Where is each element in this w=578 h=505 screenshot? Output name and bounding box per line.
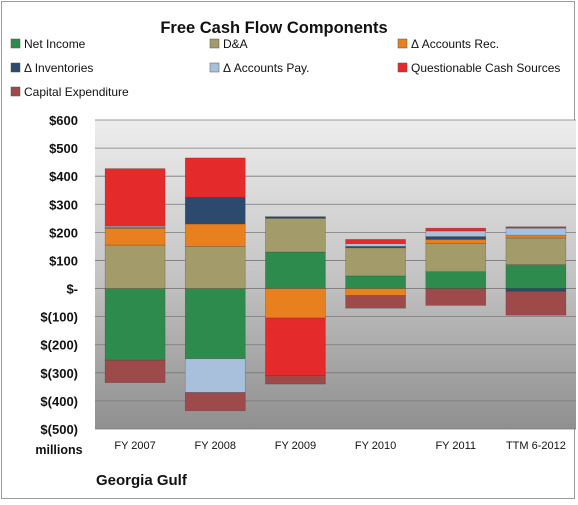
bar-segment-capital-expenditure [425,288,487,306]
x-tick-label: FY 2008 [195,440,236,452]
legend-label-capital-expenditure: Capital Expenditure [24,85,129,99]
legend-swatch-questionable-cash-sources [397,62,408,73]
bar-segment-capital-expenditure [265,375,326,385]
legend-swatch-accounts-rec [397,38,408,49]
y-tick-label: $600 [49,113,78,128]
bar-segment-accounts-pay [425,230,487,237]
bar-segment-net-income [505,264,567,289]
bar-segment-inventories [184,196,246,225]
unit-label: millions [35,443,82,457]
legend: Net Income D&A Δ Accounts Rec. Δ Inventorie… [10,37,560,99]
company-name: Georgia Gulf [96,472,188,489]
bar-segment-questionable-cash-sources [265,317,326,376]
legend-label-net-income: Net Income [24,37,86,51]
bar-segment-questionable-cash-sources [425,227,487,232]
bar-segment-accounts-pay [345,243,406,247]
x-tick-label: FY 2011 [435,440,476,452]
bar-segment-d-a [265,218,326,253]
bar-segment-accounts-pay [265,216,326,218]
bar-segment-net-income [184,288,246,360]
bar-segment-capital-expenditure [505,291,567,316]
bar-segment-net-income [425,271,487,289]
y-tick-label: $300 [49,197,78,212]
y-tick-label: $(100) [40,310,78,325]
y-tick-label: $- [66,282,78,297]
y-tick-label: $(200) [40,338,78,353]
legend-swatch-net-income [10,38,21,49]
y-tick-label: $500 [49,141,78,156]
legend-label-accounts-rec: Δ Accounts Rec. [411,37,499,51]
bar-segment-d-a [505,237,567,265]
bar-segment-questionable-cash-sources [505,226,567,229]
bar-segment-inventories [425,236,487,240]
bar-segment-d-a [104,244,166,289]
legend-swatch-accounts-pay [209,62,220,73]
bar-segment-accounts-rec [184,223,246,247]
bar-segment-capital-expenditure [184,392,246,412]
bars [104,157,567,412]
x-tick-label: FY 2007 [114,440,155,452]
bar-segment-questionable-cash-sources [345,239,406,244]
y-tick-label: $(300) [40,366,78,381]
bar-segment-capital-expenditure [345,295,406,309]
bar-segment-accounts-pay [505,227,567,236]
bar-segment-accounts-pay [184,358,246,393]
bar-segment-accounts-rec [265,288,326,319]
y-tick-label: $200 [49,225,78,240]
x-tick-label: FY 2010 [355,440,396,452]
chart-canvas: Free Cash Flow Components Net Income D&A Δ… [10,19,576,489]
bar-segment-questionable-cash-sources [184,157,246,198]
legend-label-questionable-cash-sources: Questionable Cash Sources [411,61,560,75]
y-tick-label: $(400) [40,394,78,409]
x-tick-label: FY 2009 [275,440,316,452]
x-axis-ticks: FY 2007 FY 2008 FY 2009 FY 2010 FY 2011 TTM 6… [114,440,565,452]
legend-swatch-capital-expenditure [10,86,21,97]
bar-segment-d-a [184,246,246,289]
bar-segment-accounts-rec [425,239,487,244]
legend-label-inventories: Δ Inventories [24,61,93,75]
bar-segment-questionable-cash-sources [104,168,166,227]
bar-segment-net-income [265,251,326,289]
legend-swatch-d-a [209,38,220,49]
bar-segment-accounts-rec [104,227,166,246]
y-tick-label: $100 [49,253,78,268]
bar-segment-capital-expenditure [104,359,166,383]
y-tick-label: $(500) [40,422,78,437]
bar-segment-net-income [345,275,406,289]
bar-segment-d-a [425,243,487,272]
gridlines [95,119,576,430]
legend-label-d-a: D&A [223,37,248,51]
bar-segment-accounts-rec [345,288,406,296]
chart-title: Free Cash Flow Components [160,19,387,37]
legend-swatch-inventories [10,62,21,73]
y-axis-ticks: $600 $500 $400 $300 $200 $100 $- $(100) $(200) $(… [40,113,78,437]
legend-label-accounts-pay: Δ Accounts Pay. [223,61,310,75]
x-tick-label: TTM 6-2012 [506,440,566,452]
y-tick-label: $400 [49,169,78,184]
bar-segment-d-a [345,247,406,277]
bar-segment-accounts-rec [505,234,567,239]
plot-area [95,120,576,429]
bar-segment-inventories [505,288,567,292]
bar-segment-net-income [104,288,166,361]
